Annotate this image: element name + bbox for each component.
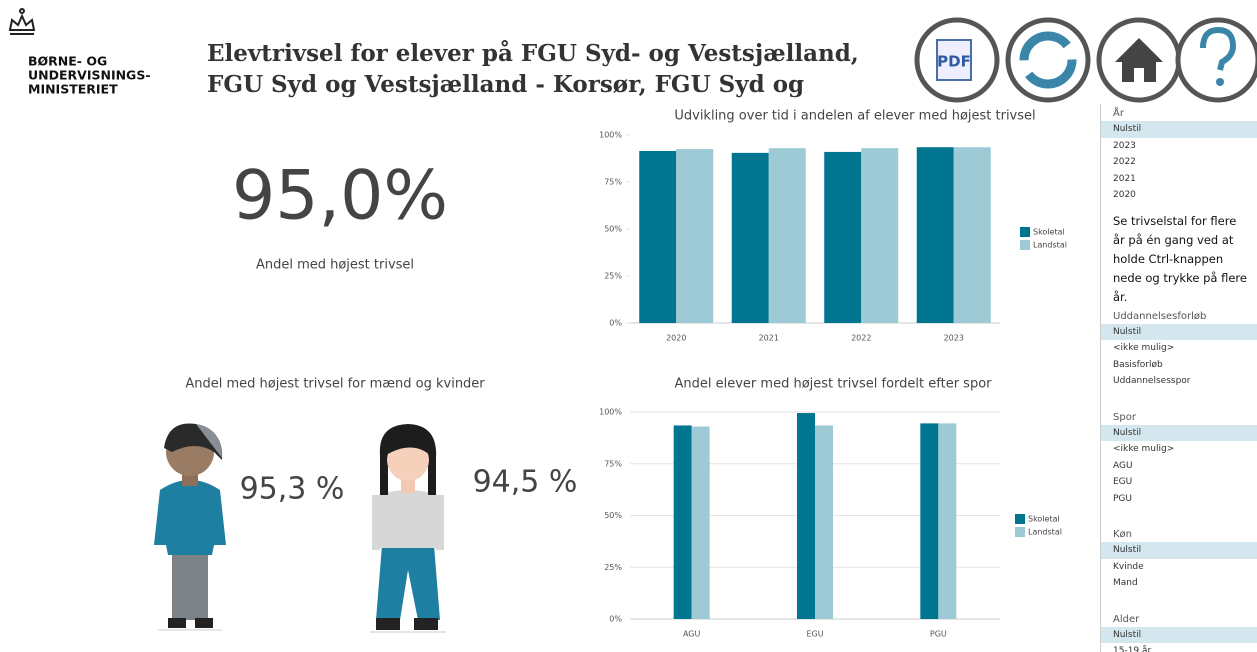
logo-text: UNDERVISNINGS- bbox=[28, 68, 151, 83]
women-value: 94,5 % bbox=[473, 465, 578, 500]
slicer-item[interactable]: 2020 bbox=[1101, 187, 1257, 204]
y-tick-label: 50% bbox=[604, 511, 622, 520]
slicer-item[interactable]: PGU bbox=[1101, 491, 1257, 508]
logo-text: MINISTERIET bbox=[28, 82, 118, 97]
bar bbox=[824, 152, 861, 323]
bar bbox=[692, 426, 710, 619]
men-value: 95,3 % bbox=[240, 472, 345, 507]
home-button[interactable] bbox=[1099, 20, 1179, 100]
slicer-item[interactable]: 2021 bbox=[1101, 171, 1257, 188]
slicer-item[interactable]: Kvinde bbox=[1101, 559, 1257, 576]
x-tick-label: AGU bbox=[683, 630, 701, 639]
kpi-label: Andel med højest trivsel bbox=[256, 258, 414, 273]
legend-swatch bbox=[1020, 227, 1030, 237]
bar bbox=[639, 151, 676, 323]
slicer-item[interactable]: 15-19 år bbox=[1101, 643, 1257, 652]
legend-swatch bbox=[1020, 240, 1030, 250]
bar bbox=[938, 423, 956, 619]
slicer-note: Se trivselstal for flere år på én gang v… bbox=[1101, 204, 1257, 307]
spacer bbox=[1101, 507, 1257, 525]
slicer-item[interactable]: AGU bbox=[1101, 458, 1257, 475]
legend-label: Skoletal bbox=[1028, 515, 1060, 524]
slicer-item[interactable]: Nulstil bbox=[1101, 542, 1257, 559]
slicer-item[interactable]: Mand bbox=[1101, 575, 1257, 592]
section-title: Andel med højest trivsel for mænd og kvi… bbox=[185, 377, 485, 392]
spacer bbox=[1101, 390, 1257, 408]
y-tick-label: 25% bbox=[604, 272, 622, 281]
x-tick-label: EGU bbox=[806, 630, 823, 639]
bar bbox=[917, 147, 954, 323]
legend-swatch bbox=[1015, 527, 1025, 537]
dashboard: BØRNE- OG UNDERVISNINGS- MINISTERIET Ele… bbox=[0, 0, 1257, 652]
y-tick-label: 0% bbox=[609, 615, 622, 624]
legend-swatch bbox=[1015, 514, 1025, 524]
slicer-item[interactable]: Basisforløb bbox=[1101, 357, 1257, 374]
kpi-value: 95,0% bbox=[232, 157, 448, 236]
slicer-item[interactable]: Uddannelsesspor bbox=[1101, 373, 1257, 390]
woman-illustration bbox=[370, 424, 446, 632]
slicer-title: År bbox=[1101, 106, 1257, 121]
spacer bbox=[1101, 592, 1257, 610]
legend-label: Landstal bbox=[1028, 528, 1062, 537]
refresh-button[interactable] bbox=[1008, 20, 1088, 100]
bar bbox=[732, 153, 769, 323]
slicer-title: Uddannelsesforløb bbox=[1101, 309, 1257, 324]
page-title: FGU Syd og Vestsjælland - Korsør, FGU Sy… bbox=[207, 71, 804, 98]
y-tick-label: 75% bbox=[604, 178, 622, 187]
x-tick-label: 2023 bbox=[944, 334, 964, 343]
logo-crown bbox=[10, 9, 34, 34]
pdf-label: PDF bbox=[937, 53, 971, 71]
slicer-item[interactable]: Nulstil bbox=[1101, 121, 1257, 138]
page-title: Elevtrivsel for elever på FGU Syd- og Ve… bbox=[207, 40, 859, 67]
bar bbox=[920, 423, 938, 619]
slicer-item[interactable]: Nulstil bbox=[1101, 627, 1257, 644]
legend-label: Skoletal bbox=[1033, 228, 1065, 237]
bar bbox=[954, 147, 991, 323]
x-tick-label: 2021 bbox=[759, 334, 779, 343]
y-tick-label: 100% bbox=[599, 131, 622, 140]
man-illustration bbox=[154, 424, 226, 631]
slicer-item[interactable]: EGU bbox=[1101, 474, 1257, 491]
slicer-item[interactable]: <ikke mulig> bbox=[1101, 340, 1257, 357]
y-tick-label: 100% bbox=[599, 408, 622, 417]
slicer-title: Alder bbox=[1101, 612, 1257, 627]
slicer-item[interactable]: Nulstil bbox=[1101, 324, 1257, 341]
help-button[interactable] bbox=[1178, 20, 1257, 100]
y-tick-label: 50% bbox=[604, 225, 622, 234]
y-tick-label: 75% bbox=[604, 459, 622, 468]
bar bbox=[676, 149, 713, 323]
slicer-item[interactable]: 2022 bbox=[1101, 154, 1257, 171]
slicer-item[interactable]: 2023 bbox=[1101, 138, 1257, 155]
page: BØRNE- OG UNDERVISNINGS- MINISTERIET Ele… bbox=[0, 0, 1257, 652]
y-tick-label: 0% bbox=[609, 319, 622, 328]
slicer-title: Spor bbox=[1101, 410, 1257, 425]
chart-title: Udvikling over tid i andelen af elever m… bbox=[674, 109, 1035, 124]
legend-label: Landstal bbox=[1033, 241, 1067, 250]
pdf-button[interactable]: PDF bbox=[917, 20, 997, 100]
bar bbox=[861, 148, 898, 323]
x-tick-label: PGU bbox=[930, 630, 947, 639]
slicer-item[interactable]: <ikke mulig> bbox=[1101, 441, 1257, 458]
slicer-title: Køn bbox=[1101, 527, 1257, 542]
x-tick-label: 2020 bbox=[666, 334, 686, 343]
bar bbox=[815, 425, 833, 619]
bar bbox=[769, 148, 806, 323]
chart-title: Andel elever med højest trivsel fordelt … bbox=[675, 377, 993, 392]
bar bbox=[797, 413, 815, 619]
logo-text: BØRNE- OG bbox=[28, 54, 107, 69]
y-tick-label: 25% bbox=[604, 563, 622, 572]
bar bbox=[674, 425, 692, 619]
slicer-item[interactable]: Nulstil bbox=[1101, 425, 1257, 442]
x-tick-label: 2022 bbox=[851, 334, 871, 343]
